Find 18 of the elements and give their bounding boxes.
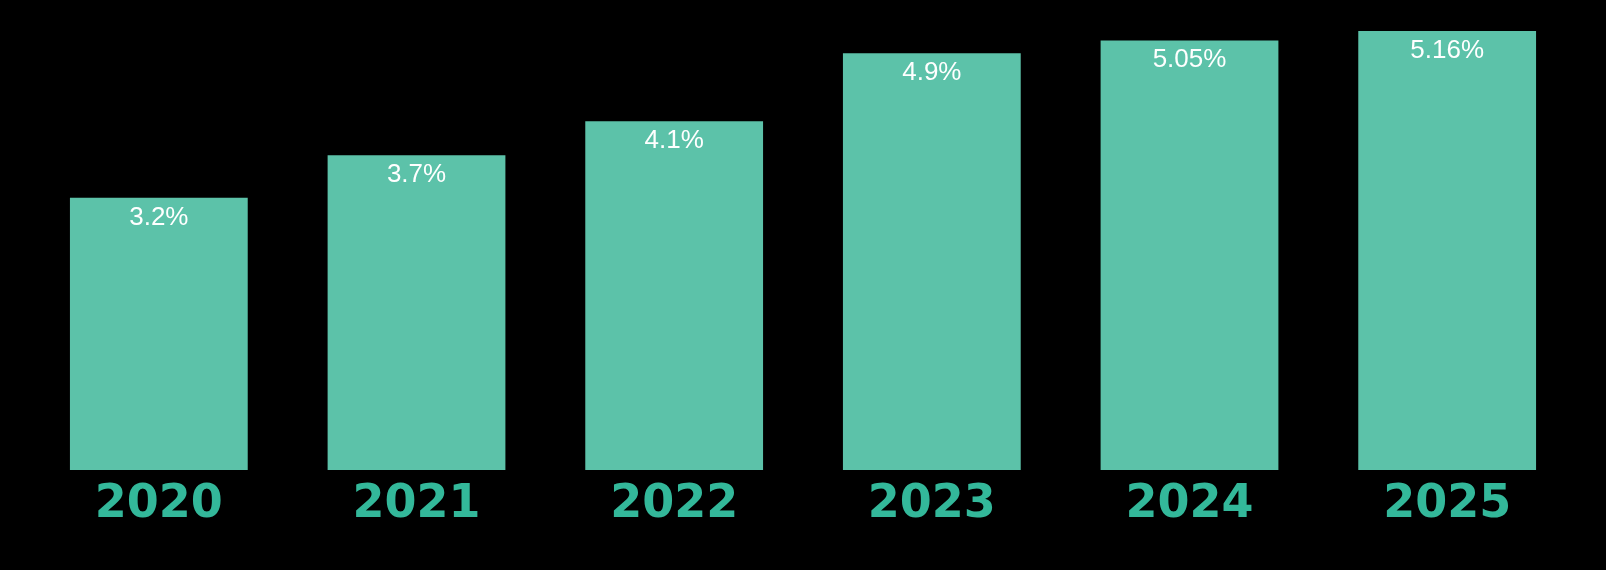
data-label: 5.05% bbox=[1152, 43, 1227, 74]
data-label: 3.2% bbox=[129, 200, 189, 231]
bar bbox=[585, 121, 764, 470]
data-label: 4.9% bbox=[902, 56, 962, 87]
x-tick-label: 2021 bbox=[352, 474, 481, 528]
data-label: 4.1% bbox=[644, 124, 704, 155]
data-label: 5.16% bbox=[1410, 34, 1485, 65]
x-tick-label: 2023 bbox=[867, 474, 996, 528]
x-tick-label: 2022 bbox=[610, 474, 739, 528]
bar bbox=[1100, 40, 1279, 470]
x-tick-label: 2020 bbox=[94, 474, 223, 528]
bar bbox=[842, 53, 1021, 470]
bar bbox=[69, 197, 248, 470]
x-tick-label: 2024 bbox=[1125, 474, 1254, 528]
bar bbox=[1358, 31, 1537, 470]
data-label: 3.7% bbox=[386, 158, 447, 189]
x-tick-label: 2025 bbox=[1383, 474, 1512, 528]
bar bbox=[327, 155, 506, 470]
